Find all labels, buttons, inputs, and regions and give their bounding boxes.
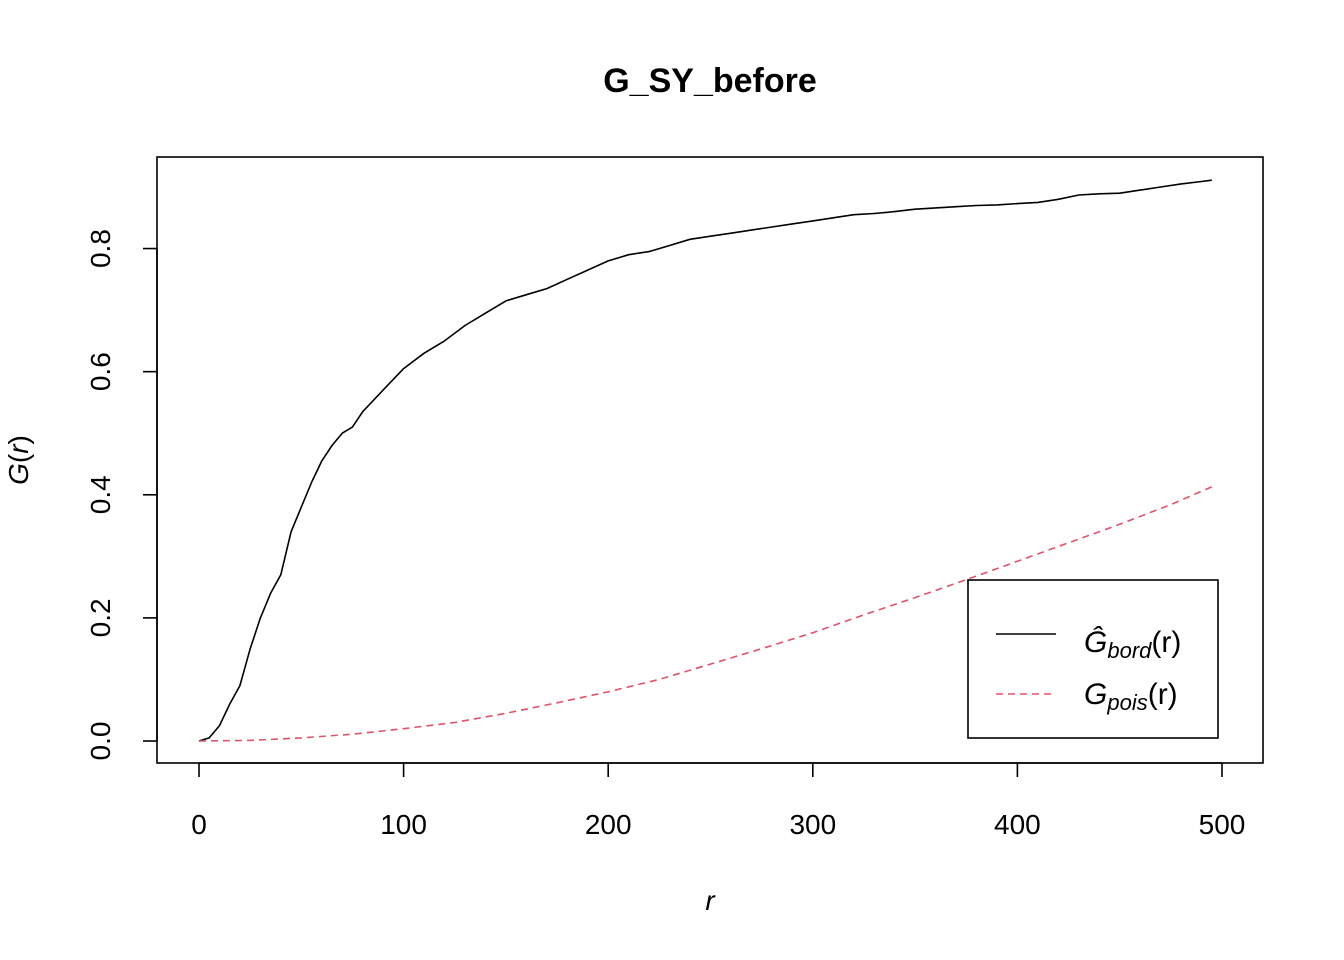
- series-layer: [198, 179, 1213, 742]
- x-axis: 0 100 200 300 400 500: [191, 762, 1246, 840]
- x-tick-label: 400: [994, 809, 1041, 840]
- y-axis: 0.0 0.2 0.4 0.6 0.8: [85, 229, 158, 761]
- y-tick-label: 0.8: [85, 229, 116, 268]
- legend-box: [967, 579, 1219, 739]
- x-tick-label: 500: [1199, 809, 1246, 840]
- legend-label-pois: Gpois(r): [1084, 678, 1178, 715]
- chart-title: G_SY_before: [603, 62, 817, 100]
- y-tick-label: 0.6: [85, 352, 116, 391]
- y-tick-label: 0.2: [85, 598, 116, 637]
- legend-label-bord: Ĝbord(r): [1084, 625, 1181, 663]
- legend: Ĝbord(r) Gpois(r): [967, 579, 1219, 739]
- x-axis-label: r: [705, 885, 716, 916]
- x-tick-label: 100: [380, 809, 427, 840]
- x-tick-label: 0: [191, 809, 207, 840]
- y-axis-label-var: r: [3, 443, 34, 454]
- series-line-pois: [198, 486, 1213, 742]
- x-tick-label: 300: [789, 809, 836, 840]
- y-axis-label-fn: G: [3, 463, 34, 485]
- y-axis-label: G(r): [3, 435, 34, 485]
- y-tick-label: 0.4: [85, 475, 116, 514]
- svg-text:G(r): G(r): [3, 435, 34, 485]
- series-line-bord: [198, 179, 1212, 742]
- x-tick-label: 200: [585, 809, 632, 840]
- y-tick-label: 0.0: [85, 722, 116, 761]
